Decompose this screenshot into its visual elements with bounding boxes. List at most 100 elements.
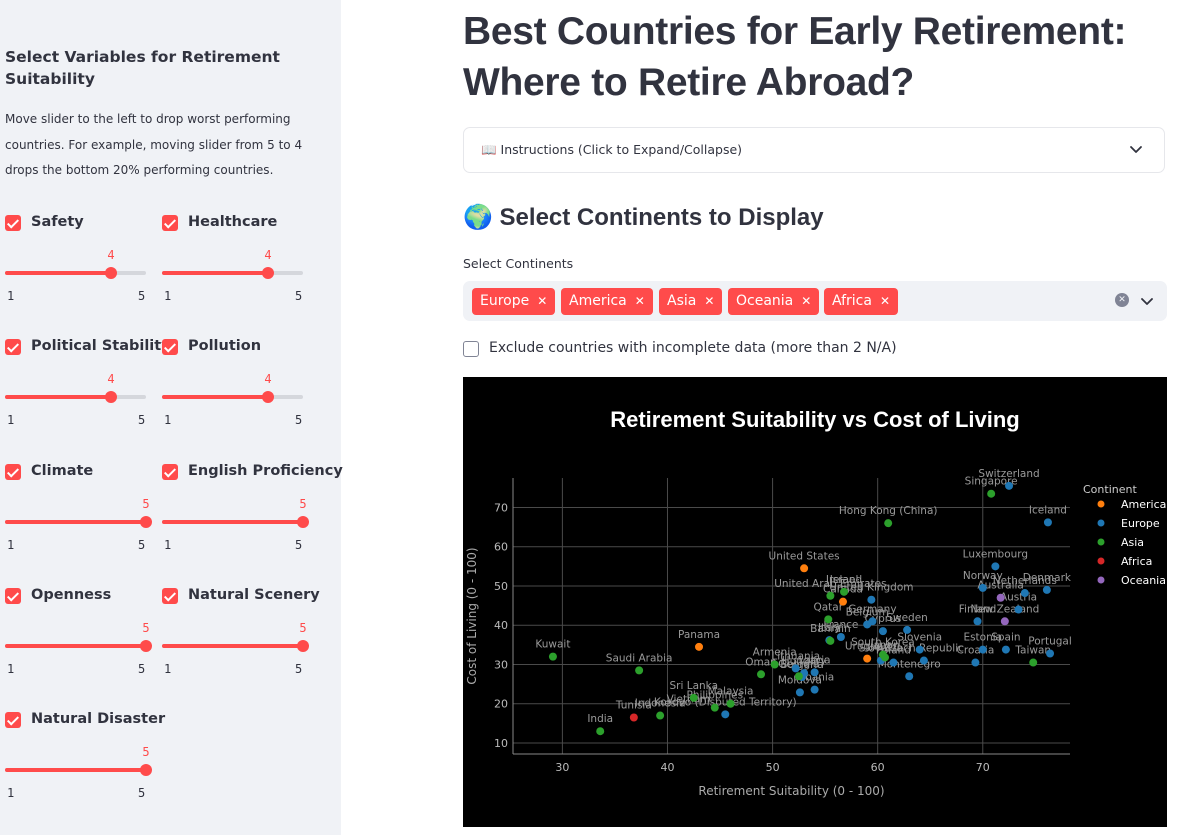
data-point <box>919 656 928 665</box>
variable-checkbox[interactable] <box>5 588 21 604</box>
remove-tag-icon[interactable]: ✕ <box>537 294 548 308</box>
slider-track[interactable]: 5 <box>5 745 152 776</box>
variable-label: English Proficiency <box>188 463 343 479</box>
continent-tag[interactable]: Oceania ✕ <box>728 288 820 315</box>
slider-track[interactable]: 4 <box>162 248 303 279</box>
data-point <box>695 642 704 651</box>
data-point <box>991 562 1000 571</box>
clear-all-icon[interactable]: ✕ <box>1115 293 1129 307</box>
point-label: Slovakia <box>859 643 903 655</box>
slider-max-label: 5 <box>295 289 303 303</box>
variable-checkbox[interactable] <box>5 215 21 231</box>
continent-tag[interactable]: Europe ✕ <box>472 288 556 315</box>
slider-track[interactable]: 4 <box>5 372 146 403</box>
data-point <box>978 645 987 654</box>
variable-checkbox[interactable] <box>162 215 178 231</box>
slider-value: 4 <box>107 372 115 386</box>
variable-checkbox[interactable] <box>5 712 21 728</box>
slider-track[interactable]: 5 <box>5 497 152 528</box>
sidebar: Select Variables for Retirement Suitabil… <box>0 0 343 835</box>
data-point <box>824 615 833 624</box>
control-group: Political Stability 4 1 5 <box>5 338 171 439</box>
control-group: Pollution 4 1 5 <box>162 338 312 439</box>
slider-handle[interactable] <box>262 391 274 403</box>
data-point <box>810 668 819 677</box>
variable-checkbox[interactable] <box>162 339 178 355</box>
control-group: Openness 5 1 5 <box>5 587 155 688</box>
chevron-down-icon[interactable] <box>1139 293 1155 309</box>
control-group: Safety 4 1 5 <box>5 214 155 315</box>
variable-label: Safety <box>31 214 84 230</box>
legend-item: Oceania <box>1121 574 1166 587</box>
variable-checkbox[interactable] <box>162 464 178 480</box>
slider-handle[interactable] <box>140 764 152 776</box>
variable-checkbox[interactable] <box>5 464 21 480</box>
point-label: Latvia <box>799 654 831 666</box>
legend-item: Africa <box>1121 555 1152 568</box>
point-label: Vietnam <box>667 694 711 706</box>
point-label: Ireland <box>826 574 862 586</box>
x-tick-label: 40 <box>660 761 674 774</box>
y-axis-title: Cost of Living (0 - 100) <box>465 547 479 684</box>
data-point <box>826 636 835 645</box>
slider-track[interactable]: 4 <box>162 372 303 403</box>
slider-track[interactable]: 5 <box>162 497 309 528</box>
slider-min-label: 1 <box>7 538 15 552</box>
y-tick-label: 60 <box>494 541 508 554</box>
point-label: Japan <box>869 639 899 651</box>
slider-fill <box>5 271 111 275</box>
slider-handle[interactable] <box>140 640 152 652</box>
data-point <box>971 658 980 667</box>
slider-handle[interactable] <box>105 391 117 403</box>
remove-tag-icon[interactable]: ✕ <box>704 294 715 308</box>
slider-max-label: 5 <box>295 662 303 676</box>
slider-handle[interactable] <box>140 516 152 528</box>
y-tick-label: 30 <box>494 658 508 671</box>
slider-handle[interactable] <box>297 640 309 652</box>
remove-tag-icon[interactable]: ✕ <box>634 294 645 308</box>
point-label: Denmark <box>1023 572 1072 584</box>
continent-tag[interactable]: Asia ✕ <box>659 288 723 315</box>
data-point <box>884 519 893 528</box>
slider-value: 5 <box>142 745 150 759</box>
slider-value: 4 <box>264 372 272 386</box>
slider-handle[interactable] <box>297 516 309 528</box>
slider-handle[interactable] <box>105 267 117 279</box>
point-label: Bahrain <box>810 623 851 635</box>
point-label: Israel <box>830 574 859 586</box>
slider-fill <box>5 520 146 524</box>
point-label: Sri Lanka <box>670 680 719 692</box>
continent-multiselect[interactable]: Europe ✕ America ✕ Asia ✕ Oceania ✕ Africa ✕ … <box>463 281 1167 321</box>
chevron-down-icon <box>1130 146 1142 153</box>
variable-checkbox[interactable] <box>162 588 178 604</box>
legend-title: Continent <box>1083 483 1137 496</box>
slider-min-label: 1 <box>164 538 172 552</box>
data-point <box>987 489 996 498</box>
data-point <box>757 670 766 679</box>
variable-checkbox[interactable] <box>5 339 21 355</box>
slider-track[interactable]: 4 <box>5 248 146 279</box>
remove-tag-icon[interactable]: ✕ <box>879 294 890 308</box>
slider-track[interactable]: 5 <box>162 621 309 652</box>
slider-min-label: 1 <box>7 662 15 676</box>
point-label: Kuwait <box>535 639 570 651</box>
continent-tag[interactable]: America ✕ <box>561 288 653 315</box>
point-label: Spain <box>991 632 1020 644</box>
slider-track[interactable]: 5 <box>5 621 152 652</box>
data-point <box>726 699 735 708</box>
legend-marker <box>1097 500 1105 508</box>
data-point <box>596 727 605 736</box>
instructions-expander[interactable]: 📖 Instructions (Click to Expand/Collapse… <box>463 127 1165 173</box>
point-label: Australia <box>977 580 1023 592</box>
remove-tag-icon[interactable]: ✕ <box>801 294 812 308</box>
data-point <box>836 633 845 642</box>
legend-item: Asia <box>1121 536 1144 549</box>
slider-value: 5 <box>142 621 150 635</box>
data-point <box>1043 518 1052 527</box>
continent-tag[interactable]: Africa ✕ <box>824 288 898 315</box>
chart-svg: Retirement Suitability vs Cost of Living… <box>465 407 1166 798</box>
point-label: United States <box>769 550 840 562</box>
data-point <box>1042 585 1051 594</box>
slider-handle[interactable] <box>262 267 274 279</box>
exclude-incomplete-checkbox[interactable] <box>463 341 479 357</box>
